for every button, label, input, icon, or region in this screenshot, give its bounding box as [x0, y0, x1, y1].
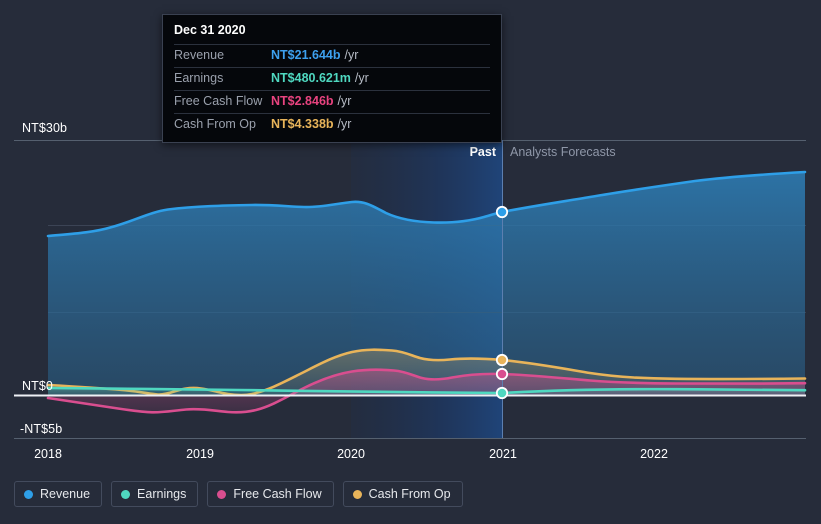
tooltip-suffix-earnings: /yr	[354, 71, 369, 85]
tooltip-label-earnings: Earnings	[174, 71, 224, 85]
marker-earnings[interactable]	[495, 386, 509, 400]
legend-label-cash-from-op: Cash From Op	[368, 487, 451, 501]
chart-legend: Revenue Earnings Free Cash Flow Cash Fro…	[14, 481, 463, 507]
legend-item-free-cash-flow[interactable]: Free Cash Flow	[207, 481, 334, 507]
tooltip-row-earnings: Earnings NT$480.621m /yr	[174, 67, 490, 90]
data-tooltip: Dec 31 2020 Revenue NT$21.644b /yr Earni…	[162, 14, 502, 143]
tooltip-label-revenue: Revenue	[174, 48, 225, 62]
tooltip-value-cash-from-op: NT$4.338b	[271, 117, 334, 131]
x-axis-label-2022: 2022	[640, 447, 668, 461]
x-axis-label-2021: 2021	[489, 447, 517, 461]
marker-free-cash-flow[interactable]	[495, 367, 509, 381]
forecast-region-label: Analysts Forecasts	[510, 145, 616, 159]
y-axis-label-1: NT$0	[22, 379, 53, 393]
tooltip-suffix-cash-from-op: /yr	[337, 117, 352, 131]
legend-item-revenue[interactable]: Revenue	[14, 481, 103, 507]
x-axis-label-2018: 2018	[34, 447, 62, 461]
y-axis-label-0: NT$30b	[22, 121, 68, 135]
x-axis-label-2019: 2019	[186, 447, 214, 461]
tooltip-value-free-cash-flow: NT$2.846b	[271, 94, 334, 108]
tooltip-date: Dec 31 2020	[174, 23, 246, 37]
tooltip-label-free-cash-flow: Free Cash Flow	[174, 94, 263, 108]
legend-dot-free-cash-flow-icon	[217, 489, 227, 499]
marker-revenue[interactable]	[495, 205, 509, 219]
free-cash-flow-line	[46, 368, 807, 414]
tooltip-value-earnings: NT$480.621m	[271, 71, 351, 85]
revenue-area	[48, 172, 805, 395]
earnings-line	[46, 386, 807, 395]
tooltip-row-cash-from-op: Cash From Op NT$4.338b /yr	[174, 113, 490, 136]
legend-label-earnings: Earnings	[137, 487, 187, 501]
tooltip-label-cash-from-op: Cash From Op	[174, 117, 256, 131]
x-axis-label-2020: 2020	[337, 447, 365, 461]
marker-cash-from-op[interactable]	[495, 353, 509, 367]
tooltip-suffix-free-cash-flow: /yr	[337, 94, 352, 108]
legend-label-free-cash-flow: Free Cash Flow	[233, 487, 322, 501]
legend-item-earnings[interactable]: Earnings	[111, 481, 199, 507]
legend-dot-revenue-icon	[24, 489, 33, 499]
tooltip-suffix-revenue: /yr	[344, 48, 359, 62]
legend-item-cash-from-op[interactable]: Cash From Op	[342, 481, 463, 507]
revenue-line	[46, 170, 807, 238]
chart-plot-area	[14, 140, 807, 439]
legend-dot-cash-from-op-icon	[352, 489, 362, 499]
chart-svg	[14, 140, 807, 439]
legend-label-revenue: Revenue	[40, 487, 91, 501]
tooltip-row-free-cash-flow: Free Cash Flow NT$2.846b /yr	[174, 90, 490, 113]
tooltip-row-revenue: Revenue NT$21.644b /yr	[174, 44, 490, 67]
tooltip-value-revenue: NT$21.644b	[271, 48, 341, 62]
past-region-label: Past	[469, 145, 496, 159]
y-axis-label-2: -NT$5b	[20, 422, 63, 436]
legend-dot-earnings-icon	[121, 489, 131, 499]
data-point-markers[interactable]	[495, 205, 509, 400]
